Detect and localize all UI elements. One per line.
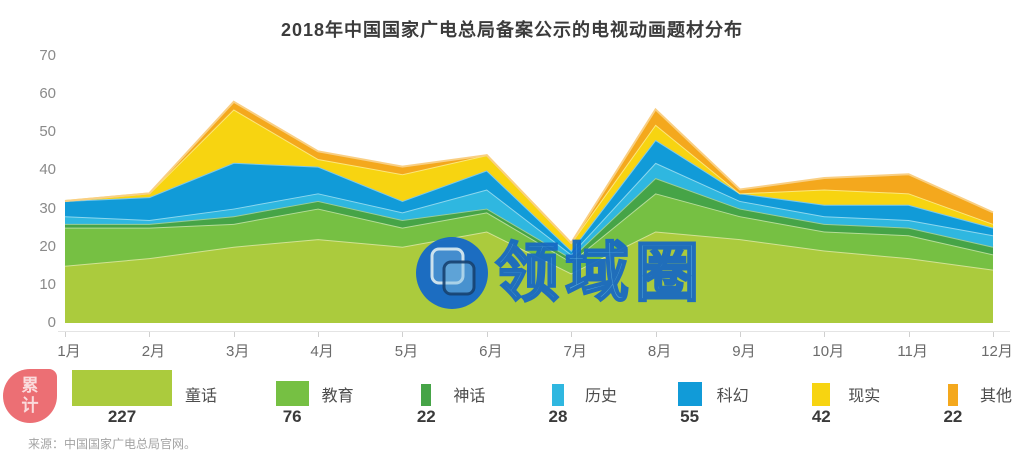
- x-tick-mark: [65, 332, 66, 337]
- x-tick-label: 8月: [647, 343, 672, 360]
- legend-item: 22 其他: [939, 370, 1012, 427]
- y-tick-label: 50: [39, 123, 56, 141]
- y-tick-label: 10: [39, 275, 56, 293]
- y-tick-label: 0: [47, 314, 56, 331]
- watermark-logo-icon: [416, 237, 488, 309]
- legend-total-value: 22: [416, 407, 436, 426]
- badge-char-2: 计: [21, 396, 39, 415]
- x-tick-label: 7月: [563, 343, 587, 360]
- legend-label: 历史: [584, 388, 617, 405]
- legend-swatch: [947, 384, 958, 406]
- x-tick-mark: [655, 332, 657, 337]
- x-tick-label: 3月: [226, 343, 250, 360]
- area-band: [65, 231, 993, 323]
- x-tick-label: 4月: [310, 343, 334, 360]
- chart-title: 2018年中国国家广电总局备案公示的电视动画题材分布: [280, 20, 744, 40]
- area-band: [65, 139, 993, 255]
- x-tick-mark: [993, 332, 994, 337]
- legend-total-value: 28: [548, 407, 568, 426]
- legend-label: 其他: [979, 388, 1012, 405]
- legend-item: 42 现实: [807, 370, 880, 427]
- legend-total-value: 42: [811, 407, 831, 426]
- x-axis-line: [58, 331, 1010, 332]
- x-tick-label: 2月: [141, 343, 166, 360]
- x-tick-label: 9月: [732, 343, 756, 360]
- legend-label: 童话: [185, 388, 218, 405]
- legend-label: 现实: [848, 388, 881, 405]
- x-tick-label: 10月: [812, 343, 845, 360]
- x-tick-label: 12月: [981, 343, 1013, 360]
- legend-item: 227 童话: [72, 370, 217, 427]
- legend-label: 神话: [453, 388, 486, 405]
- y-tick-label: 30: [39, 199, 56, 217]
- y-tick-label: 20: [39, 237, 56, 255]
- legend-item: 55 科幻: [676, 370, 749, 427]
- x-tick-label: 11月: [897, 343, 928, 360]
- x-tick-mark: [824, 332, 826, 337]
- x-tick-label: 6月: [479, 343, 503, 360]
- legend-total-value: 227: [107, 407, 137, 426]
- x-tick-label: 1月: [57, 343, 81, 360]
- y-tick-label: 60: [39, 85, 56, 103]
- x-tick-mark: [402, 332, 404, 337]
- legend-total-value: 22: [943, 407, 963, 426]
- area-band-edge: [64, 100, 994, 245]
- legend-item: 76 教育: [275, 370, 354, 427]
- legend-label: 科幻: [716, 388, 749, 405]
- legend-swatch: [551, 384, 564, 406]
- x-tick-mark: [149, 332, 151, 337]
- source-note: 来源：中国国家广电总局官网。: [28, 437, 197, 451]
- x-tick-label: 5月: [394, 343, 419, 360]
- x-tick-mark: [739, 332, 741, 337]
- legend-label: 教育: [321, 388, 354, 405]
- x-tick-mark: [908, 332, 910, 337]
- legend-swatch: [677, 382, 702, 406]
- legend: 227 童话 76 教育 22 神话 28 历史 55 科幻 42 现实 22 其他: [72, 370, 1012, 426]
- legend-swatch: [72, 370, 172, 406]
- legend-total-value: 76: [282, 407, 302, 426]
- x-tick-mark: [486, 332, 488, 337]
- y-tick-label: 70: [39, 47, 56, 64]
- x-tick-mark: [318, 332, 320, 337]
- watermark-text: 领域圈: [494, 237, 705, 309]
- legend-total-value: 55: [680, 407, 700, 426]
- legend-item: 28 历史: [544, 370, 617, 427]
- x-tick-mark: [233, 332, 235, 337]
- area-band: [65, 162, 993, 259]
- watermark: 领域圈: [415, 236, 705, 310]
- legend-swatch: [812, 383, 831, 406]
- legend-swatch: [421, 384, 432, 406]
- legend-item: 22 神话: [412, 370, 485, 427]
- area-band: [65, 178, 993, 262]
- cumulative-badge: 累 计: [3, 369, 57, 423]
- legend-swatch: [275, 381, 309, 406]
- y-tick-label: 40: [39, 161, 56, 179]
- x-tick-mark: [571, 332, 573, 337]
- badge-char-1: 累: [21, 376, 39, 396]
